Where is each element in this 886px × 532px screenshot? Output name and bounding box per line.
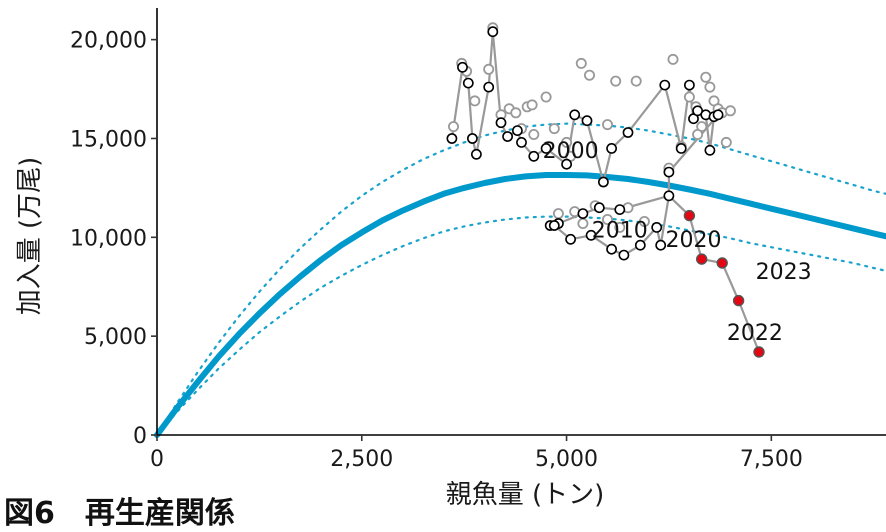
data-point — [630, 75, 642, 87]
data-point — [512, 125, 523, 137]
data-point — [510, 107, 522, 119]
year-label: 2023 — [756, 260, 812, 285]
data-point — [659, 79, 671, 91]
year-label: 2020 — [666, 228, 722, 253]
data-point — [469, 95, 481, 107]
y-axis-title: 加入量 (万尾) — [15, 157, 45, 316]
data-point — [561, 136, 573, 148]
data-point — [606, 243, 617, 255]
data-point — [614, 221, 626, 233]
data-point — [447, 121, 459, 133]
data-point — [487, 26, 499, 38]
recent-point — [696, 253, 708, 265]
year-label: 2010 — [592, 218, 648, 243]
data-point — [667, 53, 679, 65]
curve-layer — [154, 172, 886, 438]
data-point — [483, 63, 495, 75]
data-point — [712, 109, 724, 121]
x-tick-label: 0 — [150, 447, 164, 472]
y-tick-label: 0 — [133, 424, 147, 449]
data-point — [561, 158, 572, 170]
data-point — [622, 127, 634, 138]
data-point — [577, 217, 589, 229]
data-point — [720, 136, 732, 148]
data-point — [724, 105, 736, 117]
data-point — [675, 142, 687, 154]
data-point — [470, 148, 482, 160]
data-point — [462, 77, 474, 89]
data-point — [528, 128, 540, 140]
x-axis-title: 親魚量 (トン) — [446, 480, 605, 510]
recent-point — [716, 257, 728, 269]
data-point — [466, 133, 478, 144]
data-point — [704, 81, 716, 93]
data-point — [548, 220, 560, 231]
data-point — [692, 128, 704, 140]
data-point — [526, 99, 538, 111]
year-label: 2022 — [727, 321, 783, 346]
x-tick-label: 2,500 — [330, 447, 393, 472]
data-point — [585, 229, 597, 241]
data-point — [598, 176, 609, 188]
data-point — [663, 166, 675, 178]
data-point — [683, 91, 695, 103]
data-point — [540, 142, 552, 154]
data-point — [602, 213, 614, 225]
data-point — [655, 239, 667, 251]
data-point — [593, 202, 605, 214]
recent-point — [732, 294, 745, 307]
data-point — [700, 71, 712, 83]
y-tick-label: 5,000 — [84, 325, 147, 350]
data-point — [569, 109, 581, 121]
data-point — [577, 208, 589, 219]
data-point — [634, 239, 646, 251]
annotation-layer: 2000 2010 2020 2023 2022 — [543, 139, 812, 346]
x-tick-label: 7,500 — [740, 447, 803, 472]
year-label: 2000 — [543, 139, 599, 164]
lower-band-line — [155, 215, 886, 437]
data-point — [552, 208, 564, 220]
y-tick-label: 10,000 — [70, 226, 147, 251]
data-point — [548, 123, 560, 135]
y-tick-label: 20,000 — [70, 29, 147, 54]
x-tick-label: 5,000 — [535, 447, 598, 472]
data-point — [565, 233, 576, 245]
stock-recruitment-chart: 2000 2010 2020 2023 2022 0 2,500 5,000 7,500 0 5,… — [15, 8, 886, 510]
data-point — [618, 249, 630, 261]
data-point — [663, 190, 675, 202]
data-point — [651, 221, 663, 233]
data-point — [684, 79, 695, 91]
data-point — [704, 144, 716, 156]
data-point — [606, 142, 617, 154]
data-point — [528, 150, 540, 162]
axis-layer: 0 2,500 5,000 7,500 0 5,000 10,000 15,000 20,000 — [70, 8, 886, 472]
data-point — [446, 133, 458, 144]
data-point — [516, 136, 527, 148]
data-point — [457, 61, 468, 73]
data-point — [610, 75, 622, 87]
data-point — [584, 69, 596, 81]
recent-point — [683, 209, 696, 222]
y-tick-label: 15,000 — [70, 127, 147, 152]
data-point — [483, 81, 495, 93]
figure-caption: 図6 再生産関係 — [4, 496, 235, 531]
recent-point — [753, 346, 765, 358]
data-point — [581, 115, 593, 127]
data-point — [540, 91, 552, 103]
data-point — [575, 57, 587, 69]
point-layer — [446, 22, 765, 358]
fitted-curve-line — [154, 172, 886, 438]
data-point — [495, 117, 507, 129]
data-point — [602, 119, 614, 131]
data-point — [638, 215, 650, 227]
data-point — [502, 131, 513, 142]
data-point — [614, 204, 626, 215]
